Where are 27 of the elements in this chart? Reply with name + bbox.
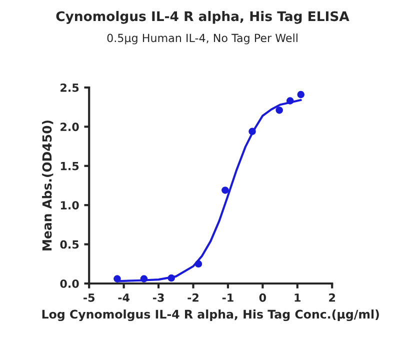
y-tick-label: 0.5	[60, 240, 79, 249]
chart-subtitle: 0.5μg Human IL-4, No Tag Per Well	[107, 34, 298, 44]
point	[276, 106, 283, 114]
point	[168, 274, 176, 282]
y-axis-title: Mean Abs.(OD450)	[42, 120, 54, 250]
x-tick-label: -4	[118, 294, 130, 302]
x-tick-label: -1	[222, 294, 234, 302]
x-tick-label: 2	[329, 293, 335, 302]
y-tick-label: 1.0	[60, 201, 79, 210]
point	[248, 128, 256, 136]
point	[286, 97, 294, 104]
x-axis-title: Log Cynomolgus IL-4 R alpha, His Tag Conc.(μg/ml)	[42, 310, 379, 322]
y-tick-label: 0.0	[60, 279, 79, 288]
point	[140, 275, 148, 282]
x-tick-label: 1	[294, 294, 300, 302]
x-tick-label: -3	[152, 293, 164, 302]
point	[222, 186, 229, 194]
x-tick-label: 0	[259, 293, 266, 302]
point	[194, 260, 202, 268]
y-tick-label: 2.0	[60, 122, 79, 132]
point	[114, 275, 121, 282]
point	[297, 90, 304, 98]
chart-title: Cynomolgus IL-4 R alpha, His Tag ELISA	[56, 10, 350, 24]
x-tick-label: -2	[188, 293, 198, 302]
x-tick-label: -5	[84, 294, 94, 302]
y-tick-label: 2.5	[60, 83, 79, 92]
y-tick-label: 1.5	[60, 162, 79, 170]
